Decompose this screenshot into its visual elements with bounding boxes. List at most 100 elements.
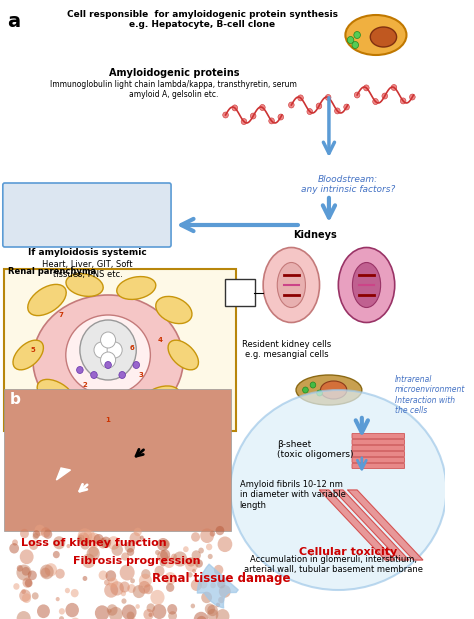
FancyBboxPatch shape [4,269,236,431]
Circle shape [110,581,124,595]
Polygon shape [319,490,395,560]
Circle shape [289,102,294,108]
Text: Resident kidney cells
e.g. mesangial cells: Resident kidney cells e.g. mesangial cel… [242,340,331,360]
Text: b: b [9,392,20,407]
Circle shape [382,93,388,99]
Circle shape [35,525,45,536]
Circle shape [136,604,140,609]
Ellipse shape [277,262,305,308]
Circle shape [27,571,37,580]
Circle shape [32,592,39,600]
Circle shape [107,342,122,358]
Circle shape [127,612,135,619]
Ellipse shape [117,277,156,300]
Circle shape [198,548,204,553]
Circle shape [100,352,116,368]
Circle shape [191,532,200,542]
Circle shape [307,108,312,115]
Circle shape [164,572,176,585]
Text: Bloodstream:
any intrinsic factors?: Bloodstream: any intrinsic factors? [301,175,395,194]
Circle shape [373,98,378,105]
Text: Fibrosis progression: Fibrosis progression [73,556,200,566]
Ellipse shape [66,274,103,297]
Circle shape [98,538,108,548]
Ellipse shape [320,381,347,399]
Circle shape [148,613,153,617]
Circle shape [138,581,150,594]
Circle shape [210,530,215,537]
Circle shape [107,536,120,550]
Circle shape [219,585,231,598]
Text: Kidneys: Kidneys [293,230,337,240]
Text: Loss of kidney function: Loss of kidney function [21,538,167,548]
Circle shape [17,565,23,571]
Circle shape [166,583,174,592]
Circle shape [70,618,81,619]
FancyBboxPatch shape [352,433,405,438]
Circle shape [207,605,218,616]
Circle shape [133,361,139,368]
Circle shape [59,608,65,615]
Circle shape [187,557,196,566]
Circle shape [207,609,219,619]
Circle shape [218,597,224,604]
Ellipse shape [66,315,150,395]
Circle shape [13,583,19,590]
Circle shape [65,588,70,593]
Circle shape [33,530,40,538]
Circle shape [194,612,209,619]
Circle shape [91,371,97,378]
Circle shape [45,563,57,576]
Ellipse shape [353,262,381,308]
Circle shape [218,537,232,552]
Text: Cellular toxicity: Cellular toxicity [299,547,397,557]
Circle shape [160,550,170,560]
Polygon shape [348,490,423,560]
Circle shape [278,114,283,120]
Circle shape [111,543,123,556]
Circle shape [128,584,136,593]
Circle shape [100,537,111,548]
Circle shape [55,569,65,579]
Circle shape [25,579,33,587]
Ellipse shape [263,248,319,322]
Circle shape [144,609,154,619]
Text: Amyloidogenic proteins: Amyloidogenic proteins [109,68,239,78]
Circle shape [53,551,60,558]
Circle shape [347,37,354,43]
Ellipse shape [296,375,362,405]
Ellipse shape [346,15,407,55]
Circle shape [119,371,126,378]
Circle shape [260,105,265,111]
Circle shape [21,589,26,594]
Circle shape [81,540,90,550]
Text: 2: 2 [82,382,87,388]
Text: 1: 1 [106,417,110,423]
Circle shape [65,603,79,617]
Circle shape [216,526,224,535]
Circle shape [317,390,322,396]
Circle shape [22,567,30,576]
Circle shape [188,572,193,578]
Circle shape [107,604,118,616]
Circle shape [40,565,54,579]
Circle shape [183,546,189,552]
Text: If amyloidosis systemic: If amyloidosis systemic [28,248,147,257]
Circle shape [155,566,164,576]
Circle shape [119,581,130,592]
FancyBboxPatch shape [4,389,231,531]
Circle shape [155,550,160,555]
Circle shape [168,611,177,619]
Circle shape [125,542,135,553]
Circle shape [41,568,50,578]
Circle shape [185,558,198,572]
Circle shape [410,94,415,100]
Circle shape [164,556,174,568]
Circle shape [77,537,82,542]
Circle shape [106,570,116,581]
Circle shape [150,590,164,605]
Circle shape [173,552,187,566]
Circle shape [302,387,308,393]
Circle shape [310,382,316,388]
Circle shape [354,32,360,38]
